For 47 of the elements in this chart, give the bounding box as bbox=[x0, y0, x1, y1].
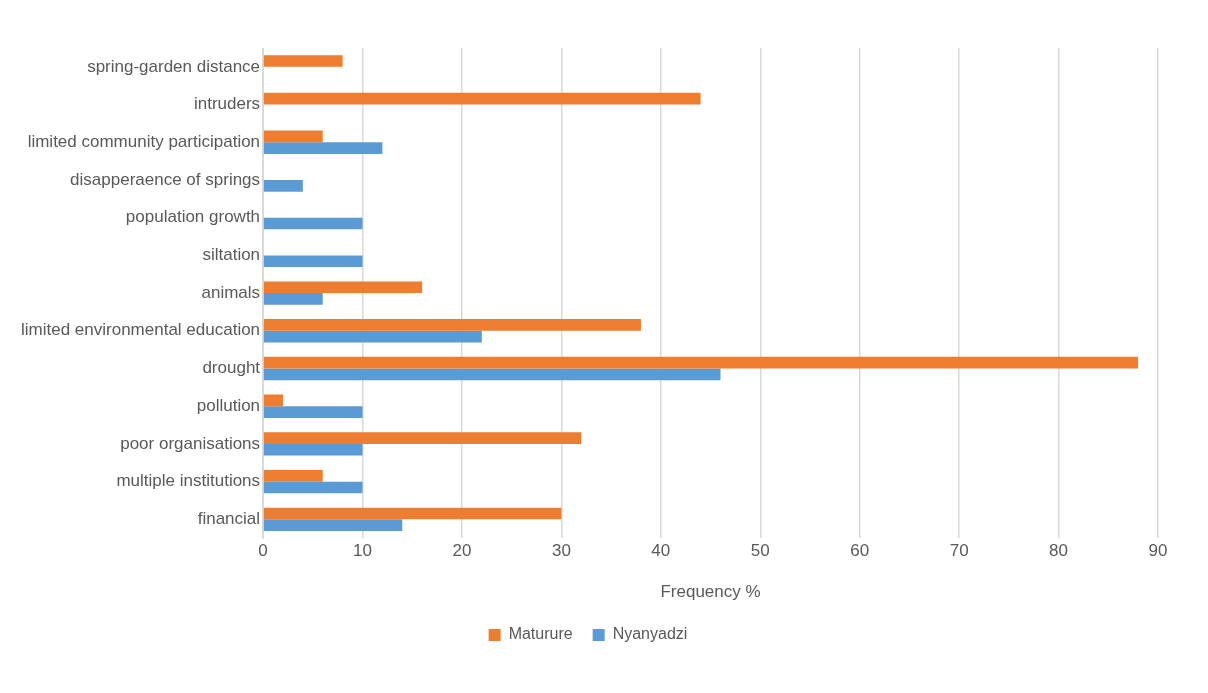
bar bbox=[263, 443, 363, 456]
bar bbox=[263, 394, 283, 407]
y-tick-label: spring-garden distance bbox=[87, 56, 261, 76]
bar bbox=[263, 281, 423, 294]
x-tick-label: 60 bbox=[850, 541, 870, 561]
y-tick-label: limited community participation bbox=[27, 131, 261, 151]
bar bbox=[263, 217, 363, 230]
x-tick-label: 10 bbox=[353, 541, 372, 561]
legend-label: Nyanyadzi bbox=[612, 625, 688, 643]
y-tick-label: limited environmental education bbox=[20, 320, 261, 340]
x-tick-label: 50 bbox=[750, 541, 770, 561]
bar bbox=[263, 92, 701, 105]
bar bbox=[263, 519, 403, 532]
x-tick-label: 80 bbox=[1049, 541, 1069, 561]
bar bbox=[263, 481, 363, 494]
bar bbox=[263, 507, 562, 520]
y-tick-label: multiple institutions bbox=[116, 471, 261, 491]
y-tick-label: siltation bbox=[202, 245, 261, 265]
y-tick-label: disapperaence of springs bbox=[70, 169, 261, 189]
y-tick-label: intruders bbox=[193, 94, 261, 114]
bar bbox=[263, 368, 721, 381]
bar bbox=[263, 255, 363, 268]
x-tick-label: 30 bbox=[551, 541, 571, 561]
bar bbox=[263, 179, 303, 192]
y-tick-label: poor organisations bbox=[120, 433, 261, 453]
y-tick-label: animals bbox=[201, 282, 261, 302]
x-tick-label: 70 bbox=[949, 541, 969, 561]
legend-label: Maturure bbox=[508, 625, 573, 643]
x-tick-label: 90 bbox=[1148, 541, 1168, 561]
x-tick-label: 0 bbox=[258, 541, 268, 561]
bar bbox=[263, 406, 363, 418]
bar bbox=[263, 330, 482, 343]
y-tick-label: population growth bbox=[125, 207, 261, 227]
bar bbox=[263, 142, 383, 154]
bar bbox=[263, 130, 323, 143]
x-axis-title: Frequency % bbox=[660, 582, 761, 602]
bar bbox=[263, 469, 323, 482]
bar bbox=[263, 432, 582, 444]
y-tick-label: pollution bbox=[196, 395, 261, 415]
x-tick-label: 40 bbox=[651, 541, 671, 561]
y-tick-label: drought bbox=[202, 358, 261, 378]
bar bbox=[263, 319, 641, 331]
y-tick-label: financial bbox=[197, 509, 261, 529]
bar bbox=[263, 293, 323, 305]
bar bbox=[263, 356, 1139, 369]
x-tick-label: 20 bbox=[452, 541, 472, 561]
bar bbox=[263, 55, 343, 67]
